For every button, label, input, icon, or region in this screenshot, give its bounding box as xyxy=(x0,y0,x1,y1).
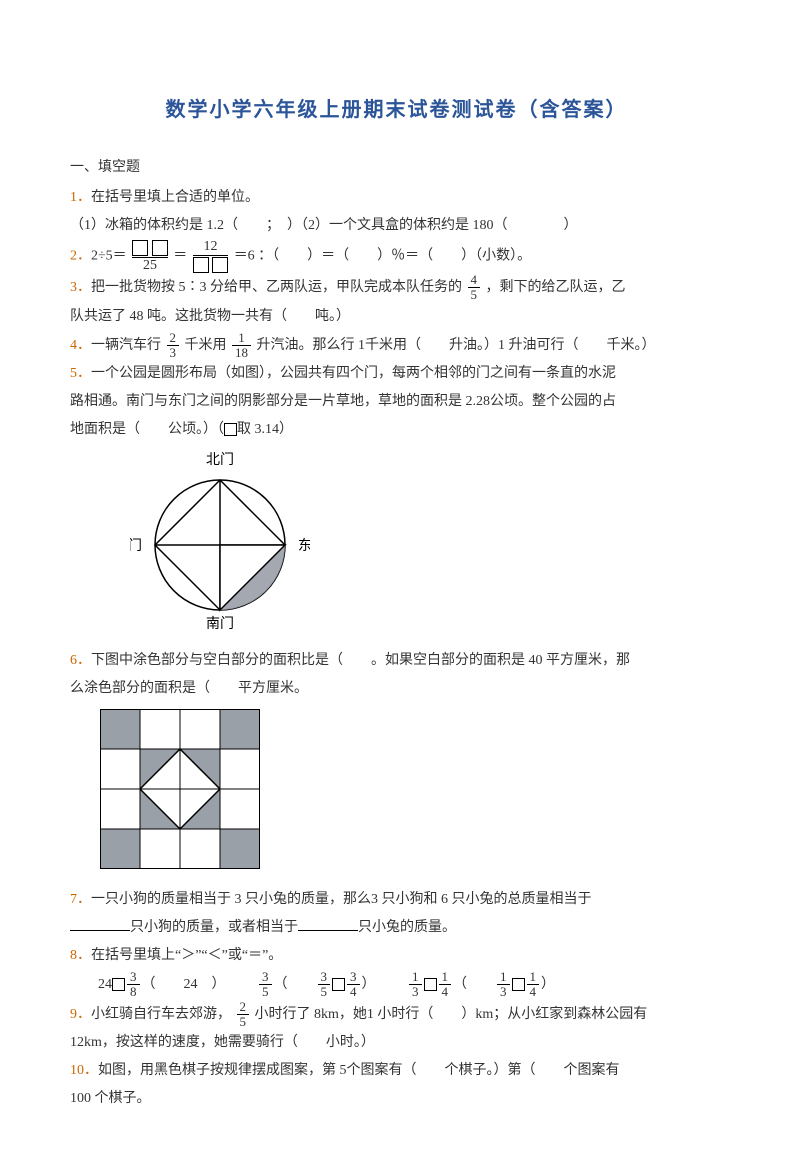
q1-text: 在括号里填上合适的单位。 xyxy=(91,190,259,205)
q9-b: 小时行了 8km，她1 小时行（ ）km；从小红家到森林公园有 xyxy=(255,1007,648,1022)
q3-frac: 45 xyxy=(468,273,481,303)
q3-a: 把一批货物按 5∶3 分给甲、乙两队运，甲队完成本队任务的 xyxy=(91,280,462,295)
q2-num12: 12 xyxy=(193,240,229,254)
q7-c: 只小兔的质量。 xyxy=(358,920,456,935)
box-icon xyxy=(332,978,345,991)
q4-a: 一辆汽车行 xyxy=(91,338,161,353)
q5-c: 地面积是（ 公顷。）（ xyxy=(70,422,224,437)
gate-w: 西门 xyxy=(130,538,142,554)
q2-tail: ＝6 ：（ ）＝（ ）％＝（ ）（小数）。 xyxy=(234,249,532,264)
q9-num: 9． xyxy=(70,1007,91,1022)
q1-line1: 1．在括号里填上合适的单位。 xyxy=(70,184,723,212)
gate-e: 东门 xyxy=(298,538,310,554)
q8-num: 8． xyxy=(70,948,91,963)
box-icon xyxy=(212,257,228,273)
q2-den25: 25 xyxy=(132,259,168,273)
q7-line2: 只小狗的质量，或者相当于 只小兔的质量。 xyxy=(70,914,723,942)
q4-num: 4． xyxy=(70,338,91,353)
q4-b: 千米用 xyxy=(185,338,227,353)
q10-line1: 10．如图，用黑色棋子按规律摆成图案，第 5个图案有（ 个棋子。）第（ 个图案有 xyxy=(70,1057,723,1085)
q6-num: 6． xyxy=(70,653,91,668)
q8-line1: 8．在括号里填上“＞”“＜”或“＝”。 xyxy=(70,942,723,970)
q2-line: 2．2÷5＝ 25 ＝ 12 ＝6 ：（ ）＝（ ）％＝（ ）（小数）。 xyxy=(70,240,723,273)
gate-s: 南门 xyxy=(206,616,234,630)
q5-d: 取 3.14） xyxy=(237,422,293,437)
q3-line1: 3．把一批货物按 5∶3 分给甲、乙两队运，甲队完成本队任务的 45 ，剩下的给… xyxy=(70,273,723,303)
q2-num: 2． xyxy=(70,249,91,264)
q8-row: 2438（ 24 ） 35（ 3534） 1314（ 1314） xyxy=(70,970,723,1000)
q8-g2: 35（ 3534） xyxy=(257,970,376,1000)
q5-num: 5． xyxy=(70,366,91,381)
q5-a: 一个公园是圆形布局（如图），公园共有四个门，每两个相邻的门之间有一条直的水泥 xyxy=(91,366,616,381)
q1-num: 1． xyxy=(70,190,91,205)
q6-a: 下图中涂色部分与空白部分的面积比是（ 。如果空白部分的面积是 40 平方厘米，那 xyxy=(91,653,630,668)
q9-a: 小红骑自行车去郊游， xyxy=(91,1007,231,1022)
blank-line xyxy=(298,928,358,931)
box-icon xyxy=(512,978,525,991)
q1-sub: （1）冰箱的体积约是 1.2（ ； ）（2）一个文具盒的体积约是 180（ ） xyxy=(70,212,723,240)
q4-frac2: 118 xyxy=(232,331,251,361)
q6-figure xyxy=(100,709,723,880)
q9-line2: 12km，按这样的速度，她需要骑行（ 小时。） xyxy=(70,1029,723,1057)
q7-line1: 7．一只小狗的质量相当于 3 只小兔的质量，那么3 只小狗和 6 只小兔的总质量… xyxy=(70,886,723,914)
q6-line2: 么涂色部分的面积是（ 平方厘米。 xyxy=(70,675,723,703)
q5-line2: 路相通。南门与东门之间的阴影部分是一片草地，草地的面积是 2.28公顷。整个公园… xyxy=(70,388,723,416)
q7-a: 一只小狗的质量相当于 3 只小兔的质量，那么3 只小狗和 6 只小兔的总质量相当… xyxy=(91,892,592,907)
q5-line1: 5．一个公园是圆形布局（如图），公园共有四个门，每两个相邻的门之间有一条直的水泥 xyxy=(70,360,723,388)
q4-c: 升汽油。那么行 1千米用（ 升油。）1 升油可行（ 千米。） xyxy=(257,338,656,353)
q7-num: 7． xyxy=(70,892,91,907)
q3-line2: 队共运了 48 吨。这批货物一共有（ 吨。） xyxy=(70,303,723,331)
q5-figure: 北门 南门 东门 西门 xyxy=(130,450,723,641)
box-icon xyxy=(193,257,209,273)
box-icon xyxy=(132,240,148,256)
box-icon xyxy=(224,423,237,436)
q7-b: 只小狗的质量，或者相当于 xyxy=(130,920,298,935)
q8-g3: 1314（ 1314） xyxy=(407,970,555,1000)
q6-line1: 6．下图中涂色部分与空白部分的面积比是（ 。如果空白部分的面积是 40 平方厘米… xyxy=(70,647,723,675)
q5-line3: 地面积是（ 公顷。）（ 取 3.14） xyxy=(70,416,723,444)
q4-frac1: 23 xyxy=(167,331,180,361)
box-icon xyxy=(424,978,437,991)
section-header: 一、填空题 xyxy=(70,154,723,182)
q10-line2: 100 个棋子。 xyxy=(70,1085,723,1113)
box-icon xyxy=(112,978,125,991)
q2-lead: 2÷5＝ xyxy=(91,249,127,264)
page-title: 数学小学六年级上册期末试卷测试卷（含答案） xyxy=(70,90,723,130)
q8-a: 在括号里填上“＞”“＜”或“＝”。 xyxy=(91,948,282,963)
gate-n: 北门 xyxy=(206,452,234,468)
q10-num: 10． xyxy=(70,1063,98,1078)
q8-g1: 2438（ 24 ） xyxy=(98,970,226,1000)
q9-line1: 9．小红骑自行车去郊游， 25 小时行了 8km，她1 小时行（ ）km；从小红… xyxy=(70,1000,723,1030)
q2-boxfrac1: 25 xyxy=(132,240,168,273)
q3-num: 3． xyxy=(70,280,91,295)
q3-b: ，剩下的给乙队运，乙 xyxy=(486,280,626,295)
q9-frac: 25 xyxy=(237,1000,250,1030)
blank-line xyxy=(70,928,130,931)
q10-a: 如图，用黑色棋子按规律摆成图案，第 5个图案有（ 个棋子。）第（ 个图案有 xyxy=(98,1063,620,1078)
box-icon xyxy=(152,240,168,256)
q2-boxfrac2: 12 xyxy=(193,240,229,273)
q4-line: 4．一辆汽车行 23 千米用 118 升汽油。那么行 1千米用（ 升油。）1 升… xyxy=(70,331,723,361)
